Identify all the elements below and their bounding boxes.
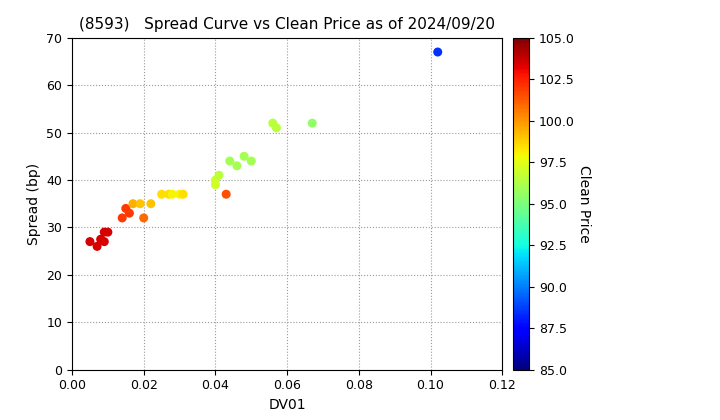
Point bbox=[267, 120, 279, 126]
Point bbox=[238, 153, 250, 160]
Point bbox=[120, 205, 132, 212]
Point bbox=[231, 163, 243, 169]
Point bbox=[213, 172, 225, 178]
Point bbox=[163, 191, 174, 197]
Point bbox=[135, 200, 146, 207]
Point bbox=[166, 191, 178, 197]
Point bbox=[156, 191, 167, 197]
Point bbox=[84, 238, 96, 245]
Point bbox=[271, 124, 282, 131]
Point bbox=[138, 215, 150, 221]
Point bbox=[246, 158, 257, 164]
Point bbox=[124, 210, 135, 217]
Point bbox=[307, 120, 318, 126]
Point bbox=[177, 191, 189, 197]
X-axis label: DV01: DV01 bbox=[269, 398, 306, 412]
Point bbox=[210, 177, 221, 184]
Y-axis label: Spread (bp): Spread (bp) bbox=[27, 163, 41, 245]
Point bbox=[210, 181, 221, 188]
Point bbox=[99, 238, 110, 245]
Y-axis label: Clean Price: Clean Price bbox=[577, 165, 592, 243]
Point bbox=[145, 200, 157, 207]
Point bbox=[224, 158, 235, 164]
Point bbox=[99, 229, 110, 236]
Point bbox=[102, 229, 114, 236]
Point bbox=[174, 191, 185, 197]
Point bbox=[91, 243, 103, 250]
Point bbox=[220, 191, 232, 197]
Point bbox=[127, 200, 139, 207]
Point bbox=[432, 49, 444, 55]
Title: (8593)   Spread Curve vs Clean Price as of 2024/09/20: (8593) Spread Curve vs Clean Price as of… bbox=[79, 18, 495, 32]
Point bbox=[95, 236, 107, 243]
Point bbox=[117, 215, 128, 221]
